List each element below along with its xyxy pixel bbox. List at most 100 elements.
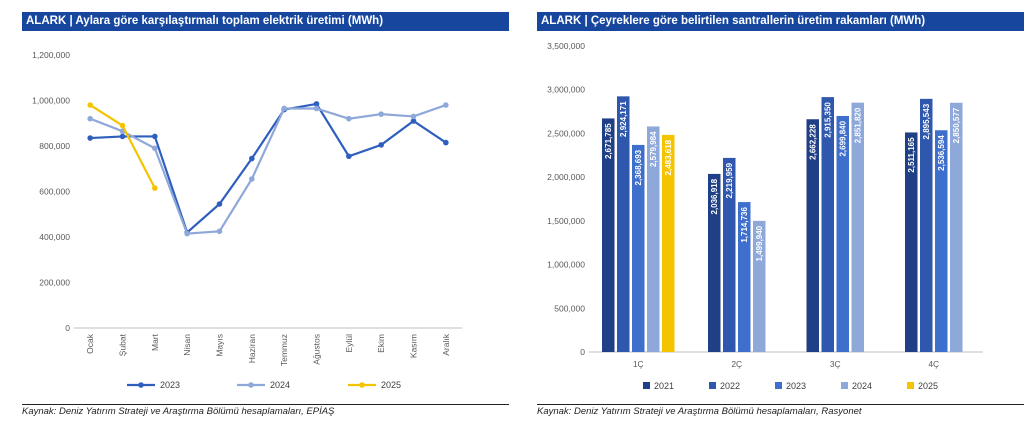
data-point-2025 [152,185,158,191]
x-tick-label: Kasım [409,334,419,358]
bar-2024 [851,102,864,352]
bar-2021 [905,132,918,352]
bar-data-label: 2,536,594 [937,135,946,171]
bar-chart-source: Kaynak: Deniz Yatırım Strateji ve Araştı… [537,406,862,417]
data-point-2024 [443,102,449,108]
legend-label-2022: 2022 [720,381,740,391]
bar-2023 [836,115,849,352]
data-point-2024 [346,115,352,122]
legend-label-2023: 2023 [160,380,180,390]
x-tick-label: Ekim [376,334,386,353]
y-tick-label: 0 [65,323,70,333]
data-point-2023 [378,142,384,148]
x-tick-label: 3Ç [830,359,841,369]
y-tick-label: 2,500,000 [547,128,585,138]
legend-marker-2025 [359,382,365,388]
y-tick-label: 400,000 [39,232,70,242]
x-tick-label: Haziran [247,334,257,364]
legend-swatch-2022 [709,382,716,389]
data-point-2025 [87,102,93,108]
bar-2023 [935,130,948,352]
series-line-2024 [89,104,447,235]
data-point-2024 [313,105,320,112]
y-tick-label: 2,000,000 [547,172,585,182]
bar-data-label: 2,036,918 [710,178,719,214]
line-chart-title: ALARK | Aylara göre karşılaştırmalı topl… [22,12,509,31]
x-tick-label: 4Ç [928,359,939,369]
y-tick-label: 0 [580,347,585,357]
bar-2024 [753,220,766,352]
y-tick-label: 200,000 [39,278,70,288]
x-tick-label: Ocak [85,333,95,354]
data-point-2024 [152,145,158,152]
bar-data-label: 2,662,228 [809,124,818,160]
data-point-2023 [410,118,417,124]
source-divider [537,404,1024,405]
bar-data-label: 2,219,959 [725,162,734,198]
bar-2022 [920,98,933,353]
y-tick-label: 500,000 [554,303,585,313]
legend-swatch-2025 [907,382,914,389]
y-tick-label: 1,200,000 [32,50,70,60]
x-tick-label: Temmuz [279,334,289,366]
series-line-2025 [89,104,156,189]
data-point-2023 [87,135,93,141]
bar-data-label: 2,511,165 [907,137,916,173]
bar-2022 [821,97,834,352]
data-point-2023 [443,139,449,146]
legend-marker-2023 [138,382,144,388]
legend-swatch-2023 [775,382,782,389]
data-point-2025 [119,122,126,129]
line-chart-source: Kaynak: Deniz Yatırım Strateji ve Araştı… [22,406,335,417]
legend-marker-2024 [248,382,254,388]
legend-label-2025: 2025 [918,381,938,391]
y-tick-label: 1,000,000 [547,260,585,270]
bar-data-label: 2,368,693 [634,149,643,185]
y-tick-label: 3,000,000 [547,85,585,95]
bar-2021 [806,119,819,352]
legend-label-2025: 2025 [381,380,401,390]
x-tick-label: Aralık [441,333,451,355]
bar-2023 [632,144,645,352]
bar-data-label: 2,699,840 [839,120,848,156]
bar-data-label: 2,895,543 [922,103,931,139]
data-point-2024 [281,105,287,112]
x-tick-label: Ağustos [312,334,322,365]
bar-2022 [617,96,630,353]
data-point-2024 [216,228,223,235]
data-point-2023 [346,153,352,160]
bar-2023 [738,202,751,352]
x-tick-label: 1Ç [633,359,644,369]
legend-label-2021: 2021 [654,381,674,391]
x-tick-label: 2Ç [731,359,742,369]
data-point-2023 [119,133,126,140]
data-point-2024 [378,111,384,117]
x-tick-label: Şubat [118,333,128,356]
bar-data-label: 2,851,820 [854,107,863,143]
x-tick-label: Mayıs [215,334,225,357]
bar-data-label: 1,499,940 [755,225,764,261]
bar-data-label: 2,483,618 [664,139,673,175]
y-tick-label: 1,000,000 [32,96,70,106]
x-tick-label: Eylül [344,334,354,353]
bar-data-label: 2,924,171 [619,101,628,137]
bar-chart-svg: 0 500,000 1,000,000 1,500,000 2,000,000 2,500… [547,41,983,391]
data-point-2024 [249,176,255,182]
series-line-2023 [90,102,447,235]
source-divider [22,404,509,405]
data-point-2024 [184,230,190,237]
bar-data-label: 2,579,984 [649,131,658,167]
bar-2024 [950,102,963,352]
bar-2024 [647,126,660,352]
legend-swatch-2024 [841,382,848,389]
y-tick-label: 3,500,000 [547,41,585,51]
bar-2022 [723,157,736,352]
data-point-2023 [152,133,158,140]
bar-data-label: 2,850,577 [952,107,961,143]
data-point-2023 [249,155,255,162]
legend-label-2024: 2024 [852,381,872,391]
line-chart-panel: ALARK | Aylara göre karşılaştırmalı topl… [22,12,509,422]
y-tick-label: 600,000 [39,187,70,197]
bar-chart-panel: ALARK | Çeyreklere göre belirtilen santr… [537,12,1024,422]
data-point-2023 [313,101,320,107]
